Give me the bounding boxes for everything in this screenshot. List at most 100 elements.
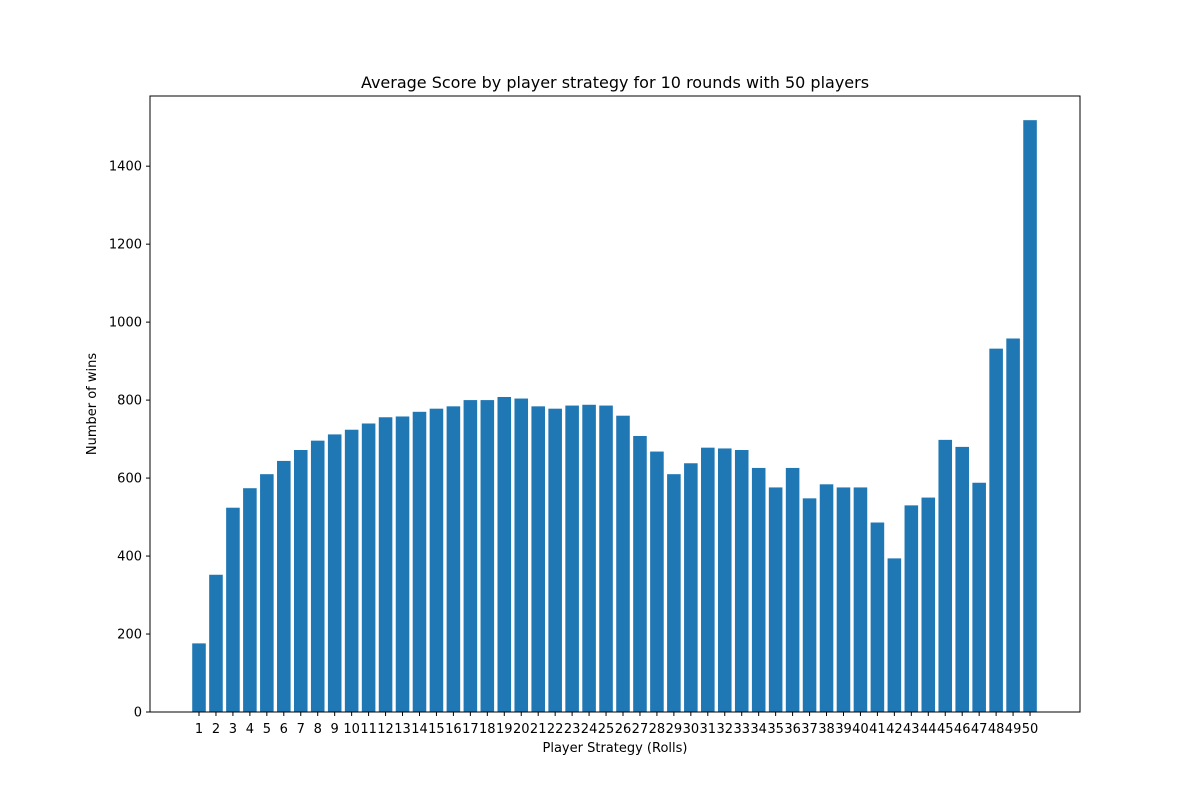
bar-46 (955, 446, 969, 712)
bar-48 (989, 348, 1003, 712)
x-tick-label: 2 (212, 722, 220, 737)
x-tick-label: 7 (297, 722, 305, 737)
bar-12 (378, 417, 393, 712)
x-tick-label: 27 (632, 722, 649, 737)
x-axis-label: Player Strategy (Rolls) (543, 741, 688, 756)
x-tick-label: 15 (428, 722, 445, 737)
x-tick-label: 31 (700, 722, 717, 737)
bar-22 (548, 408, 562, 712)
bar-8 (310, 440, 325, 712)
x-axis: 1 2 3 4 5 6 7 8 9 10 11 12 13 14 15 16 17 18 19 20 21 22 23 24 2… (195, 712, 1038, 737)
bar-26 (616, 415, 630, 712)
x-tick-label: 36 (784, 722, 801, 737)
y-axis: 0 200 400 600 800 1000 1200 1400 (109, 160, 150, 721)
x-tick-label: 39 (835, 722, 852, 737)
bar-16 (446, 406, 461, 712)
x-tick-label: 18 (479, 722, 496, 737)
x-tick-label: 43 (903, 722, 920, 737)
x-tick-label: 22 (547, 722, 564, 737)
x-tick-label: 25 (598, 722, 615, 737)
bar-20 (514, 398, 529, 712)
bar-28 (650, 451, 664, 712)
x-tick-label: 16 (445, 722, 462, 737)
x-tick-label: 10 (343, 722, 360, 737)
bar-19 (497, 396, 512, 712)
bar-27 (633, 435, 647, 712)
x-tick-label: 4 (246, 722, 254, 737)
y-tick-label: 1000 (109, 316, 142, 331)
bar-31 (701, 447, 715, 712)
x-tick-label: 11 (360, 722, 377, 737)
bar-6 (277, 460, 291, 712)
bars-group (192, 120, 1037, 713)
bar-36 (785, 467, 800, 712)
y-tick-label: 600 (117, 472, 142, 487)
x-tick-label: 13 (394, 722, 411, 737)
x-tick-label: 49 (1005, 722, 1022, 737)
bar-17 (463, 400, 478, 712)
y-tick-label: 400 (117, 550, 142, 565)
x-tick-label: 9 (331, 722, 339, 737)
x-tick-label: 46 (954, 722, 971, 737)
x-tick-label: 23 (564, 722, 581, 737)
bar-24 (582, 404, 596, 712)
x-tick-label: 28 (649, 722, 666, 737)
x-tick-label: 19 (496, 722, 513, 737)
x-tick-label: 41 (869, 722, 886, 737)
bar-5 (260, 474, 274, 712)
x-tick-label: 21 (530, 722, 547, 737)
bar-25 (599, 405, 613, 712)
x-tick-label: 30 (683, 722, 700, 737)
bar-50 (1023, 120, 1037, 713)
bar-34 (751, 467, 766, 712)
x-tick-label: 32 (716, 722, 733, 737)
y-axis-label: Number of wins (85, 353, 100, 456)
x-tick-label: 33 (733, 722, 750, 737)
bar-40 (853, 487, 868, 712)
bar-41 (870, 522, 885, 712)
bar-37 (802, 498, 817, 712)
x-tick-label: 24 (581, 722, 598, 737)
bar-49 (1006, 338, 1020, 712)
bar-14 (412, 411, 427, 712)
bar-7 (293, 450, 308, 712)
x-tick-label: 5 (263, 722, 271, 737)
x-tick-label: 3 (229, 722, 237, 737)
y-tick-label: 200 (117, 628, 142, 643)
x-tick-label: 1 (195, 722, 203, 737)
bar-15 (429, 408, 444, 712)
x-tick-label: 45 (937, 722, 954, 737)
x-tick-label: 40 (852, 722, 869, 737)
x-tick-label: 38 (818, 722, 835, 737)
x-tick-label: 17 (462, 722, 479, 737)
y-tick-label: 800 (117, 394, 142, 409)
bar-39 (836, 487, 851, 712)
x-tick-label: 35 (767, 722, 784, 737)
y-tick-label: 1200 (109, 238, 142, 253)
x-tick-label: 37 (801, 722, 818, 737)
bar-21 (531, 406, 545, 712)
bar-4 (243, 488, 257, 712)
x-tick-label: 29 (666, 722, 683, 737)
chart-title: Average Score by player strategy for 10 … (361, 73, 869, 92)
bar-33 (734, 450, 749, 712)
bar-13 (395, 416, 410, 712)
bar-10 (344, 429, 359, 712)
x-tick-label: 50 (1022, 722, 1039, 737)
x-tick-label: 26 (615, 722, 632, 737)
bar-32 (717, 448, 732, 712)
bar-42 (887, 558, 902, 712)
x-tick-label: 14 (411, 722, 428, 737)
bar-3 (226, 507, 240, 712)
bar-47 (972, 482, 986, 712)
bar-18 (480, 400, 495, 712)
bar-35 (768, 487, 783, 712)
bar-45 (938, 439, 953, 712)
plot-frame (149, 95, 1081, 713)
bar-2 (209, 574, 223, 712)
x-tick-label: 12 (377, 722, 394, 737)
bar-1 (192, 643, 206, 712)
x-tick-label: 44 (920, 722, 937, 737)
bar-23 (565, 405, 579, 712)
